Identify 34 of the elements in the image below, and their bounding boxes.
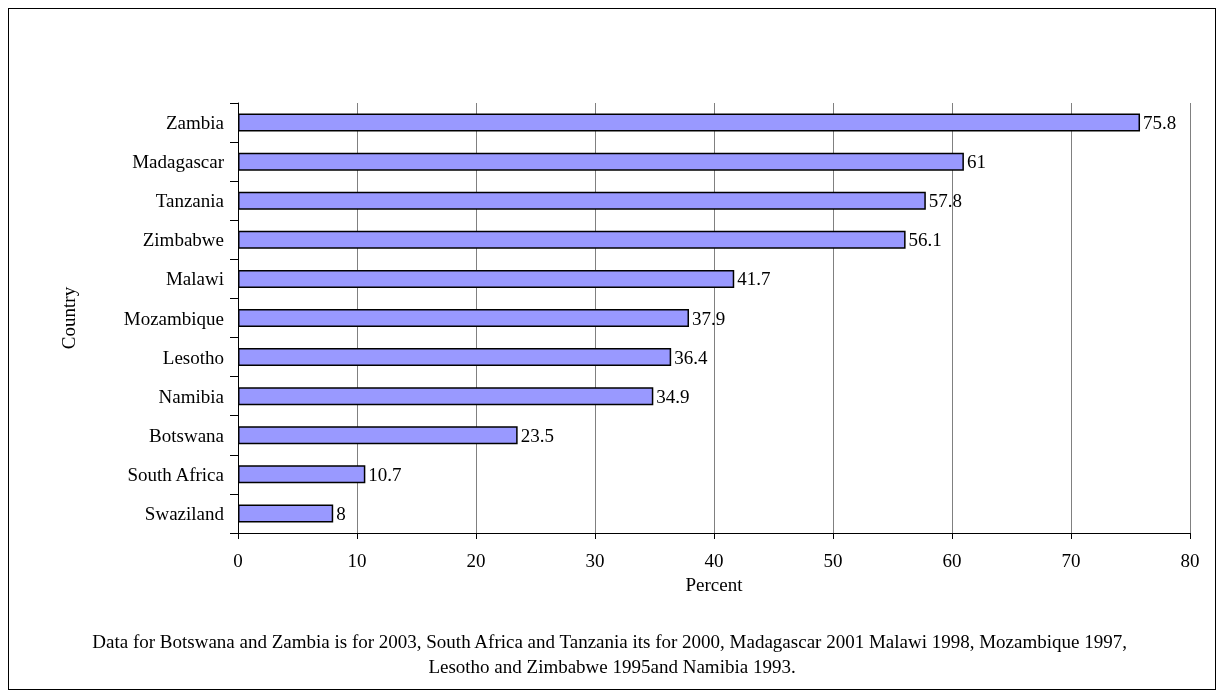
x-tick-label: 50 — [823, 550, 843, 571]
data-label: 34.9 — [656, 385, 690, 407]
y-tick-label: Lesotho — [162, 346, 224, 368]
y-tick-label: Zambia — [165, 112, 225, 134]
x-axis-title: Percent — [685, 573, 744, 595]
x-tick-label: 20 — [466, 550, 486, 571]
x-tick-label: 30 — [585, 550, 605, 571]
x-tick-label: 60 — [942, 550, 962, 571]
text: Data for Botswana and Zambia is for 2003, South Africa and Tanzania its for 2000, Madagascar 2001 Malawi 1998, Mozambique 1997, Lesotho and Zimbabwe 1995and Namibia 1993. — [92, 631, 1132, 677]
y-tick-label: Zimbabwe — [142, 229, 224, 251]
y-tick-label: Madagascar — [132, 151, 225, 173]
data-label: 61 — [966, 151, 986, 173]
data-label: 56.1 — [908, 229, 942, 251]
x-tick-label: 10 — [347, 550, 367, 571]
y-tick-label: Mozambique — [123, 307, 224, 329]
data-label: 41.7 — [737, 268, 771, 290]
x-tick-label: 80 — [1180, 550, 1200, 571]
y-tick-label: Malawi — [165, 268, 224, 290]
data-label: 57.8 — [928, 190, 963, 212]
data-label: 10.7 — [368, 463, 402, 485]
data-label: 23.5 — [520, 424, 554, 446]
data-label: 8 — [336, 502, 346, 524]
y-tick-label: Namibia — [158, 385, 225, 407]
x-tick-label: 0 — [233, 550, 243, 571]
data-label: 36.4 — [674, 346, 708, 368]
y-tick-label: Botswana — [149, 424, 225, 446]
x-tick-label: 70 — [1061, 550, 1081, 571]
y-tick-label: Tanzania — [155, 190, 225, 212]
y-tick-label: South Africa — [127, 463, 225, 485]
data-label: 75.8 — [1143, 112, 1177, 134]
x-tick-label: 40 — [704, 550, 724, 571]
data-label: 37.9 — [692, 307, 726, 329]
y-axis-title: Country — [58, 286, 79, 350]
y-tick-label: Swaziland — [144, 502, 225, 524]
